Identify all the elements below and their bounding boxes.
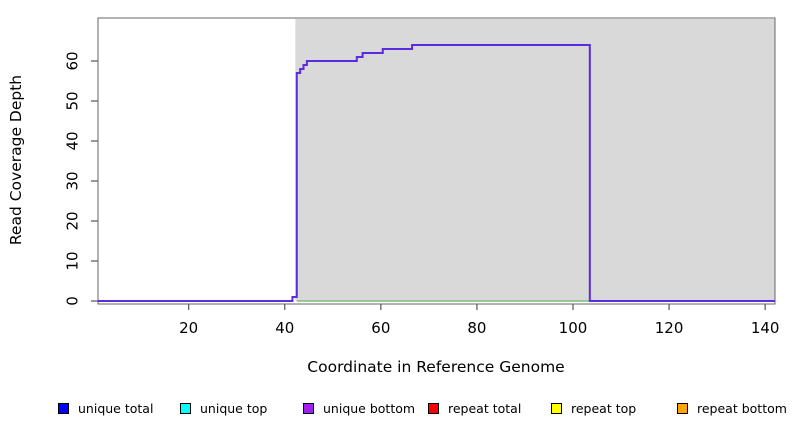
legend-label: unique top bbox=[200, 400, 268, 416]
x-tick-label: 100 bbox=[559, 319, 588, 337]
legend-label: repeat total bbox=[448, 400, 522, 416]
legend-item-repeat-bottom: repeat bottom bbox=[677, 398, 787, 418]
legend-item-unique-bottom: unique bottom bbox=[303, 398, 415, 418]
x-tick-label: 20 bbox=[179, 319, 198, 337]
x-tick-label: 140 bbox=[751, 319, 780, 337]
legend: unique total unique top unique bottom repea… bbox=[0, 398, 792, 422]
y-tick-label: 40 bbox=[63, 131, 81, 150]
legend-swatch-unique-bottom bbox=[303, 402, 314, 414]
legend-label: unique total bbox=[78, 400, 154, 416]
legend-item-repeat-total: repeat total bbox=[428, 398, 521, 418]
x-tick-label: 40 bbox=[275, 319, 294, 337]
y-tick-label: 60 bbox=[63, 51, 81, 70]
legend-swatch-repeat-total bbox=[428, 402, 439, 414]
x-tick-label: 60 bbox=[371, 319, 390, 337]
x-tick-label: 120 bbox=[655, 319, 684, 337]
legend-swatch-unique-top bbox=[180, 402, 191, 414]
y-axis-title: Read Coverage Depth bbox=[7, 75, 25, 245]
y-tick-label: 10 bbox=[63, 251, 81, 270]
legend-swatch-repeat-bottom bbox=[677, 402, 688, 414]
legend-swatch-repeat-top bbox=[551, 402, 562, 414]
y-tick-label: 50 bbox=[63, 91, 81, 110]
x-tick-label: 80 bbox=[467, 319, 486, 337]
y-tick-label: 0 bbox=[63, 296, 81, 306]
coverage-step-line bbox=[98, 44, 775, 302]
plot-box bbox=[97, 17, 776, 305]
legend-label: repeat top bbox=[571, 400, 637, 416]
legend-label: unique bottom bbox=[323, 400, 416, 416]
x-axis-title: Coordinate in Reference Genome bbox=[307, 358, 564, 376]
y-tick-label: 20 bbox=[63, 211, 81, 230]
y-tick-label: 30 bbox=[63, 171, 81, 190]
legend-item-unique-top: unique top bbox=[180, 398, 267, 418]
legend-item-unique-total: unique total bbox=[58, 398, 153, 418]
legend-swatch-unique-total bbox=[58, 402, 69, 414]
legend-item-repeat-top: repeat top bbox=[551, 398, 636, 418]
shaded-region bbox=[295, 19, 775, 301]
legend-label: repeat bottom bbox=[697, 400, 787, 416]
